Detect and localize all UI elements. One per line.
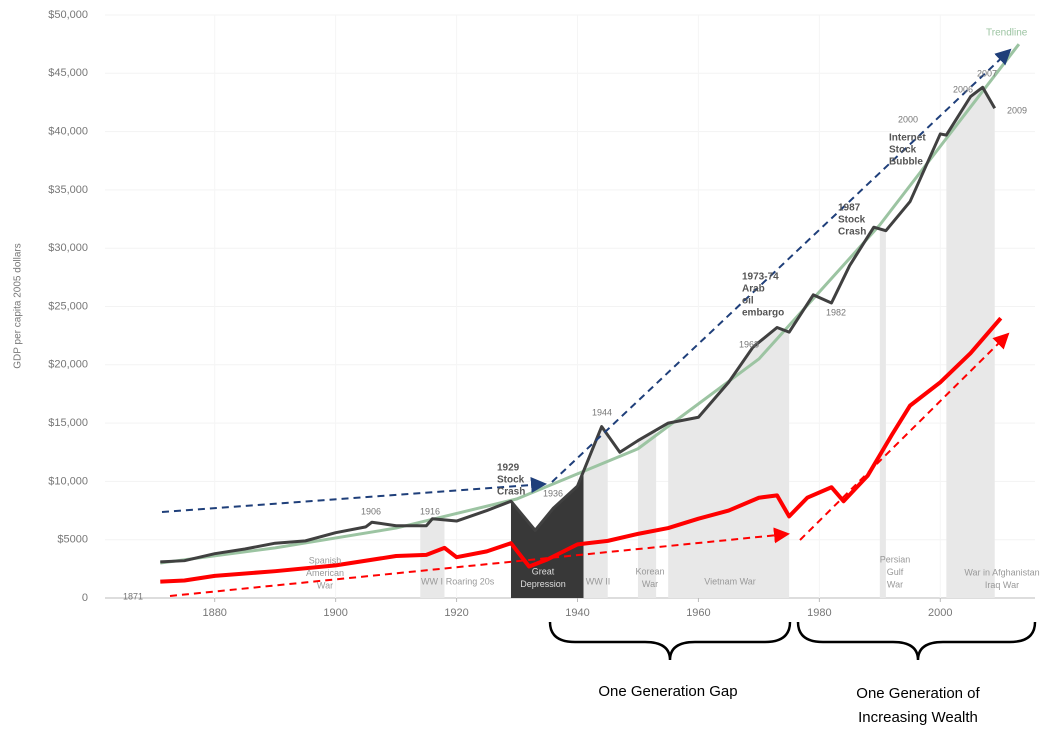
year-annotation: 2006 xyxy=(953,84,973,94)
period-label: American xyxy=(306,568,344,578)
period-label: War xyxy=(887,579,903,589)
arrow xyxy=(551,48,1012,483)
x-tick-label: 1940 xyxy=(565,607,589,619)
y-tick-label: $40,000 xyxy=(48,126,88,138)
year-annotation: 2007 xyxy=(977,68,997,78)
y-tick-label: $35,000 xyxy=(48,184,88,196)
event-label: Arab xyxy=(742,284,765,295)
year-annotation: 2009 xyxy=(1007,105,1027,115)
y-tick-label: $50,000 xyxy=(48,9,88,21)
period-label: War xyxy=(317,580,333,590)
year-annotation: 1968 xyxy=(739,339,759,349)
year-annotation: 1982 xyxy=(826,307,846,317)
period-label: Iraq War xyxy=(985,580,1019,590)
y-tick-label: $30,000 xyxy=(48,242,88,254)
arrow xyxy=(161,477,547,513)
legend-label: Trendline xyxy=(986,28,1028,39)
y-tick-label: $15,000 xyxy=(48,417,88,429)
event-label: oil xyxy=(742,296,754,307)
event-label: 1973-74 xyxy=(742,272,779,283)
period-label: Gulf xyxy=(887,567,904,577)
year-annotation: 2000 xyxy=(898,114,918,124)
event-label: Crash xyxy=(838,227,866,238)
y-tick-label: $25,000 xyxy=(48,300,88,312)
line xyxy=(160,316,1003,584)
line xyxy=(160,85,997,564)
generation-label: One Generation Gap xyxy=(598,683,737,700)
event-label: Stock xyxy=(889,145,917,156)
year-annotation: 1936 xyxy=(543,488,563,498)
period-label: Korean xyxy=(635,566,664,576)
period-label: Depression xyxy=(520,579,566,589)
arrow xyxy=(799,332,1010,541)
y-tick-label: $20,000 xyxy=(48,359,88,371)
arrow xyxy=(169,527,790,597)
x-tick-label: 1980 xyxy=(807,607,831,619)
y-tick-label: $45,000 xyxy=(48,67,88,79)
event-label: Stock xyxy=(838,215,866,226)
event-label: Internet xyxy=(889,133,926,144)
period-shade xyxy=(946,87,995,598)
generation-label: Increasing Wealth xyxy=(858,709,978,726)
y-axis-label: GDP per capita 2005 dollars xyxy=(13,243,24,368)
event-label: 1929 xyxy=(497,463,520,474)
year-annotation: 1871 xyxy=(123,591,143,601)
x-tick-label: 1960 xyxy=(686,607,710,619)
period-label: Great xyxy=(532,566,555,576)
x-tick-label: 1920 xyxy=(444,607,468,619)
period-label: WW I xyxy=(421,576,443,586)
period-label: Persian xyxy=(880,554,911,564)
period-label: Roaring 20s xyxy=(446,576,495,586)
y-tick-label: $10,000 xyxy=(48,475,88,487)
y-tick-label: $5000 xyxy=(57,534,88,546)
y-tick-label: 0 xyxy=(82,592,88,604)
year-annotation: 1944 xyxy=(592,407,612,417)
period-label: Vietnam War xyxy=(704,576,756,586)
period-label: War in Afghanistan xyxy=(964,567,1039,577)
event-label: 1987 xyxy=(838,203,861,214)
event-label: Stock xyxy=(497,475,525,486)
year-annotation: 1916 xyxy=(420,506,440,516)
generation-label: One Generation of xyxy=(856,685,980,702)
x-tick-label: 2000 xyxy=(928,607,952,619)
year-annotation: 1906 xyxy=(361,506,381,516)
period-shade xyxy=(879,87,886,598)
bracket xyxy=(796,621,1037,661)
x-tick-label: 1880 xyxy=(202,607,226,619)
period-label: WW II xyxy=(586,576,611,586)
x-tick-label: 1900 xyxy=(323,607,347,619)
period-label: Spanish xyxy=(309,555,342,565)
bracket xyxy=(548,621,792,661)
event-label: embargo xyxy=(742,308,784,319)
event-label: Crash xyxy=(497,487,525,498)
event-label: Bubble xyxy=(889,157,923,168)
period-label: War xyxy=(642,579,658,589)
